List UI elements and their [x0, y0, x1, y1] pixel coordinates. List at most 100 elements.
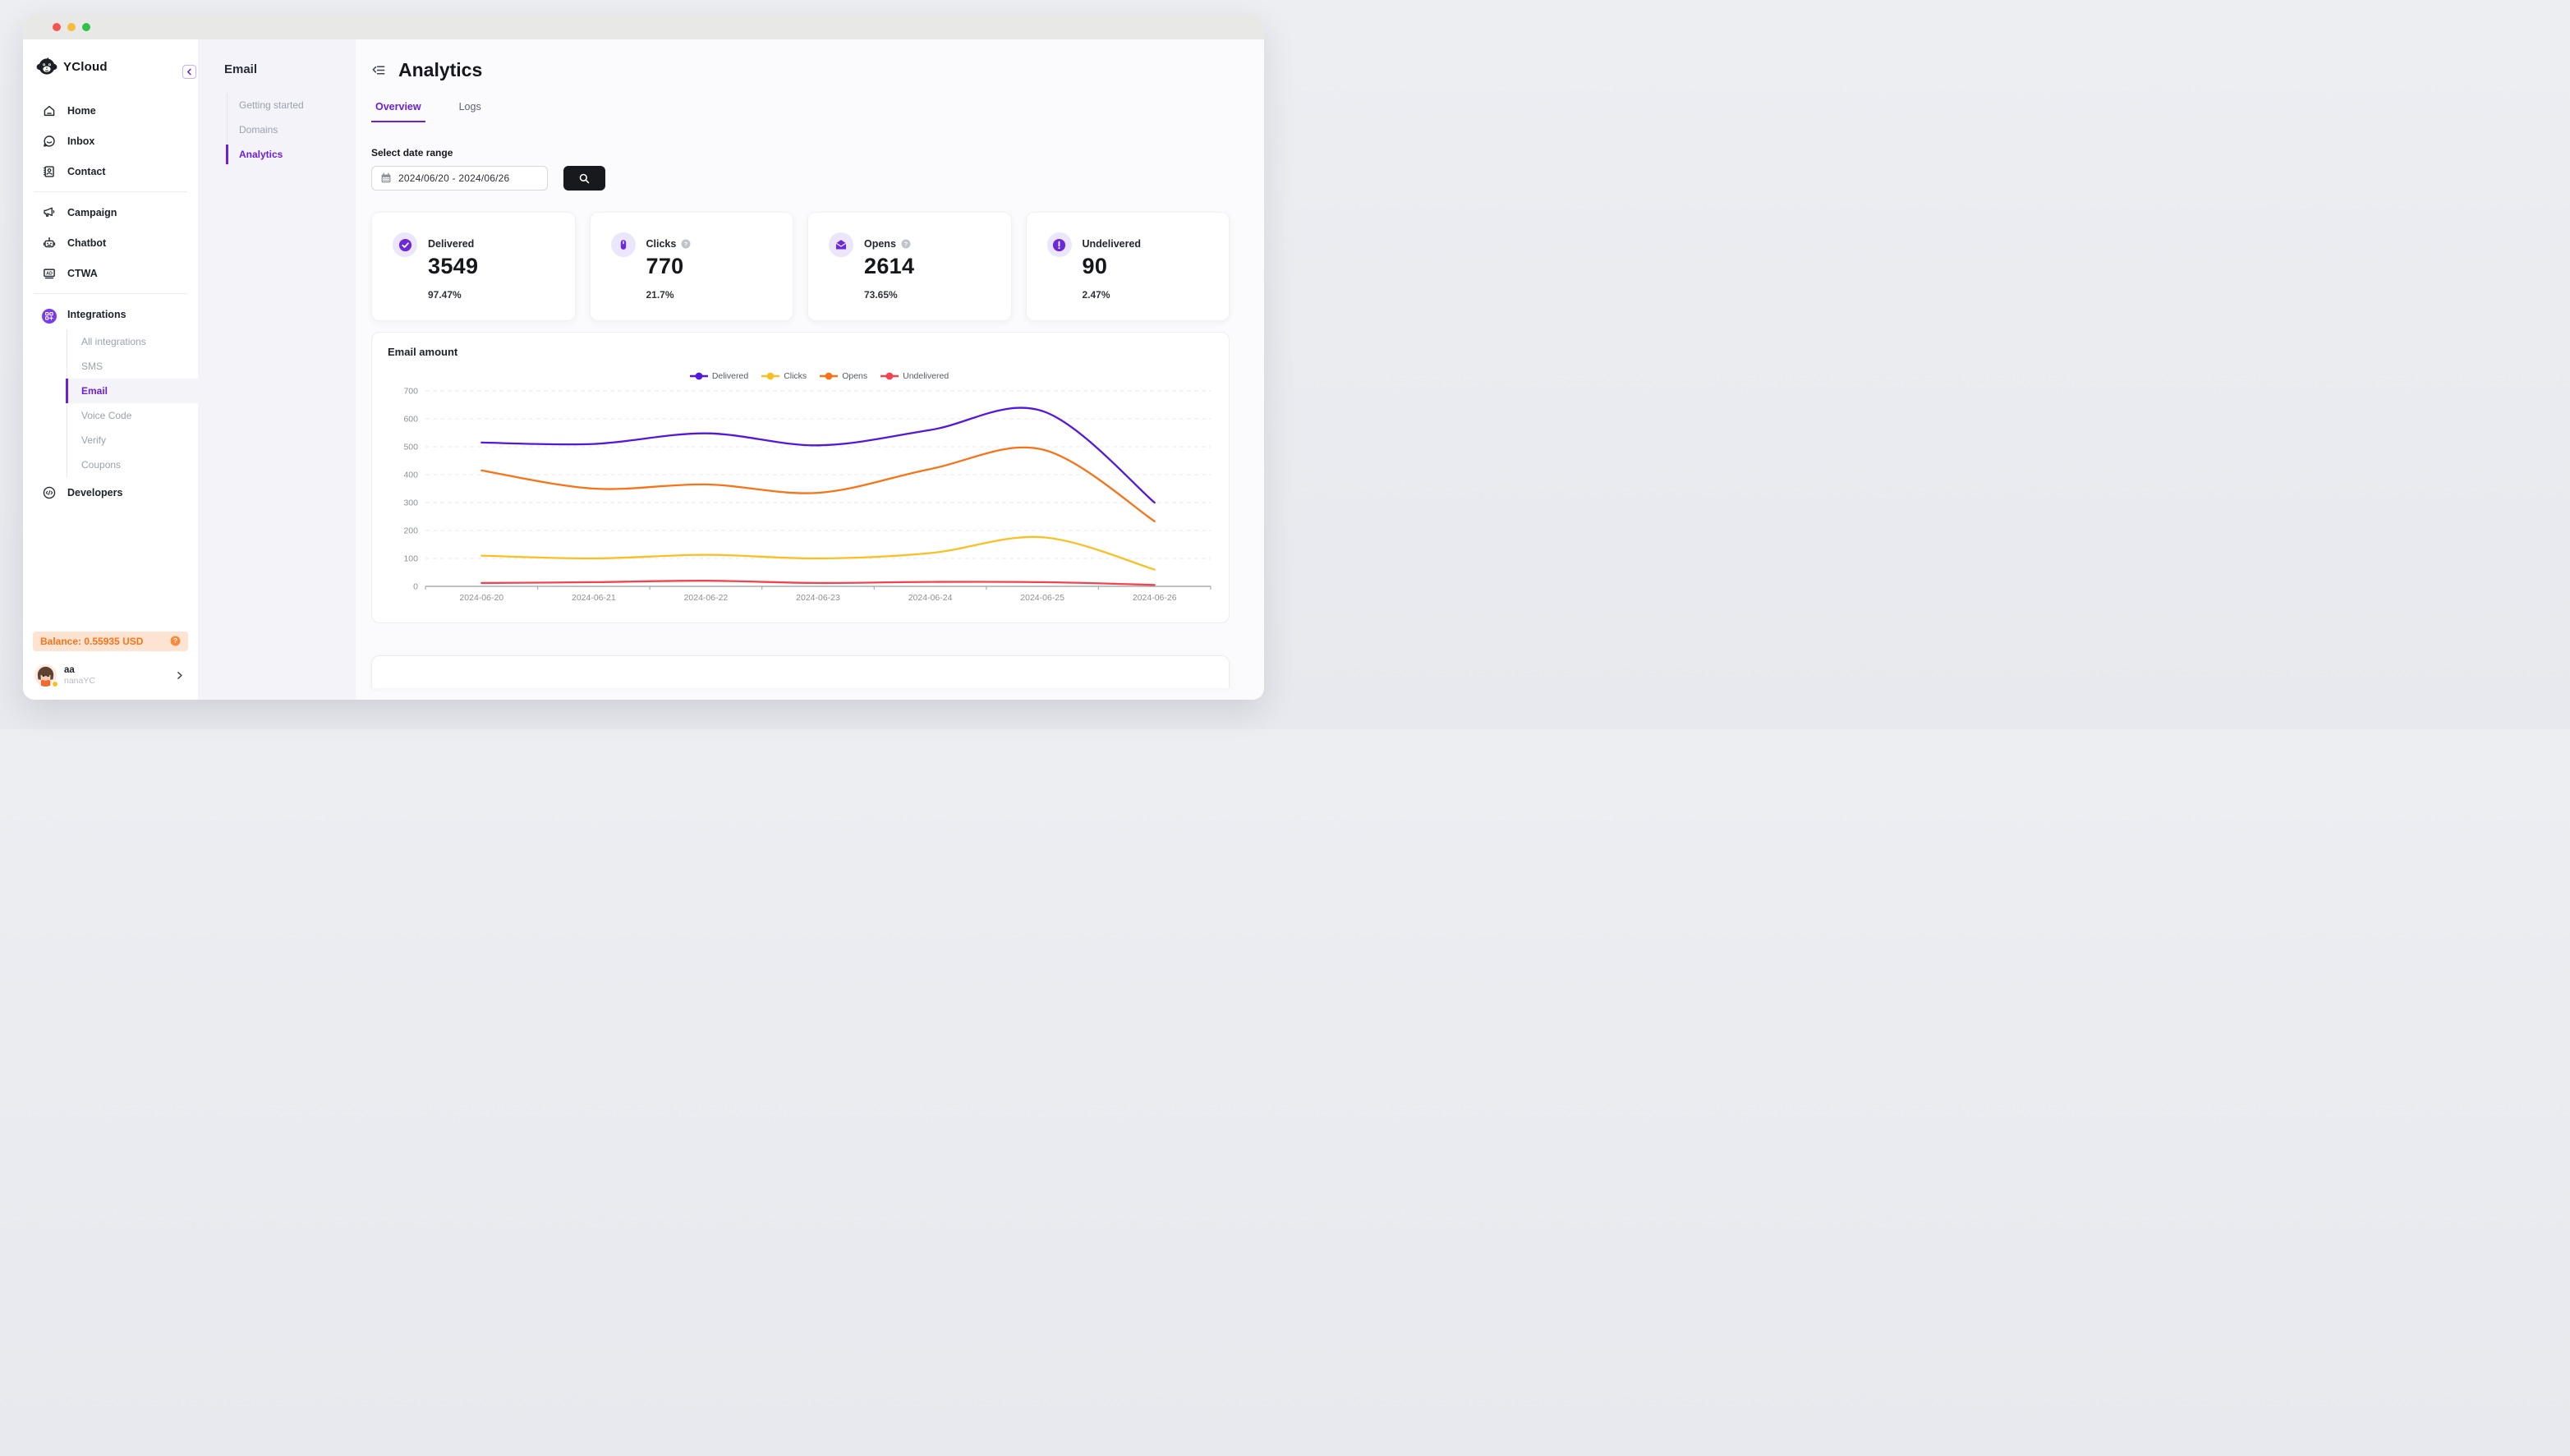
- ad-icon: AD: [42, 266, 57, 281]
- tab-overview[interactable]: Overview: [371, 101, 425, 122]
- contact-icon: [42, 164, 57, 179]
- sidebar-item-label: Chatbot: [67, 237, 107, 249]
- stat-percent: 73.65%: [864, 289, 898, 301]
- sidebar-item-developers[interactable]: Developers: [23, 477, 198, 508]
- legend-item-clicks[interactable]: Clicks: [761, 371, 807, 381]
- maximize-window-icon[interactable]: [82, 23, 90, 31]
- search-button[interactable]: [563, 166, 605, 191]
- stat-value: 770: [646, 254, 684, 278]
- code-icon: [42, 485, 57, 500]
- date-range-input[interactable]: 2024/06/20 - 2024/06/26: [371, 166, 548, 191]
- sidebar-nav: Home Inbox Contact Campaign Chatbot AD CTWA Int…: [23, 95, 198, 508]
- check-circle-icon: [393, 232, 417, 257]
- y-axis-tick-label: 300: [403, 498, 418, 508]
- sidebar-item-integrations[interactable]: Integrations: [23, 299, 198, 329]
- subnav-item-domains[interactable]: Domains: [239, 124, 278, 135]
- balance-help-icon[interactable]: ?: [170, 636, 181, 646]
- sidebar-subitem-voice-code[interactable]: Voice Code: [81, 410, 132, 421]
- minimize-window-icon[interactable]: [67, 23, 76, 31]
- series-line-clicks: [480, 535, 1156, 571]
- x-axis-tick-label: 2024-06-23: [796, 593, 840, 603]
- tab-bar: Overview Logs: [371, 101, 1230, 122]
- sidebar-item-label: Home: [67, 104, 96, 117]
- subnav-item-getting-started[interactable]: Getting started: [239, 99, 304, 111]
- page-header: Analytics: [371, 59, 1230, 81]
- stat-value: 90: [1082, 254, 1108, 278]
- legend-item-undelivered[interactable]: Undelivered: [880, 371, 949, 381]
- sidebar-item-label: Campaign: [67, 206, 117, 218]
- sidebar-footer: Balance: 0.55935 USD ?: [23, 631, 198, 700]
- sidebar-item-label: CTWA: [67, 267, 98, 279]
- series-line-delivered: [480, 406, 1156, 504]
- legend-item-delivered[interactable]: Delivered: [689, 371, 749, 381]
- help-icon[interactable]: ?: [681, 239, 691, 249]
- balance-badge[interactable]: Balance: 0.55935 USD ?: [33, 631, 188, 651]
- y-axis-tick-label: 200: [403, 526, 418, 536]
- user-menu[interactable]: aa nanaYC: [23, 659, 198, 700]
- tab-logs[interactable]: Logs: [458, 101, 481, 113]
- legend-marker-icon: [761, 372, 780, 380]
- subnav-item-analytics[interactable]: Analytics: [226, 142, 356, 167]
- sidebar-item-label: Developers: [67, 486, 123, 498]
- sidebar-item-label: Integrations: [67, 308, 126, 320]
- exclamation-circle-icon: [1046, 232, 1072, 257]
- legend-marker-icon: [880, 372, 899, 380]
- chart-legend: Delivered Clicks Opens Undelivered: [425, 371, 1213, 381]
- email-amount-chart-card: Email amount Delivered Clicks Opens Undeliv…: [371, 332, 1230, 623]
- app-body: YCloud Home Inbox Contact Campaign Chatbot AD…: [23, 39, 1264, 700]
- sidebar-item-home[interactable]: Home: [23, 95, 198, 126]
- sidebar-subitem-email[interactable]: Email: [66, 379, 198, 403]
- x-axis-tick-label: 2024-06-26: [1133, 593, 1177, 603]
- sidebar: YCloud Home Inbox Contact Campaign Chatbot AD…: [23, 39, 198, 700]
- sidebar-item-ctwa[interactable]: AD CTWA: [23, 258, 198, 288]
- date-filter-row: 2024/06/20 - 2024/06/26: [371, 166, 1230, 191]
- legend-label: Delivered: [711, 371, 749, 381]
- legend-label: Undelivered: [903, 371, 949, 381]
- legend-marker-icon: [820, 372, 839, 380]
- y-axis-tick-label: 0: [413, 582, 418, 592]
- help-icon[interactable]: ?: [901, 239, 911, 249]
- close-window-icon[interactable]: [53, 23, 61, 31]
- next-section-card: [371, 655, 1230, 688]
- date-range-value: 2024/06/20 - 2024/06/26: [398, 172, 510, 184]
- email-amount-line-chart[interactable]: 0 100 200 300 400 500 600 700 2024-06-20 2024-06-…: [388, 383, 1213, 609]
- subnav-list: Getting started Domains Analytics: [226, 93, 356, 167]
- search-icon: [579, 173, 590, 183]
- main-content: Analytics Overview Logs Select date range…: [356, 39, 1264, 700]
- svg-text:?: ?: [684, 240, 688, 247]
- mouse-icon: [610, 232, 636, 257]
- menu-fold-icon[interactable]: [371, 63, 386, 78]
- date-range-label: Select date range: [371, 147, 453, 158]
- legend-item-opens[interactable]: Opens: [820, 371, 867, 381]
- window-titlebar: [23, 15, 1264, 39]
- svg-text:AD: AD: [46, 271, 53, 276]
- robot-icon: [42, 236, 57, 250]
- sidebar-divider: [34, 191, 187, 192]
- integrations-icon: [42, 307, 57, 324]
- x-axis-tick-label: 2024-06-25: [1020, 593, 1064, 603]
- sidebar-subitem-verify[interactable]: Verify: [81, 434, 107, 446]
- stat-card-delivered: Delivered 3549 97.47%: [371, 212, 576, 321]
- sidebar-item-inbox[interactable]: Inbox: [23, 126, 198, 156]
- stat-card-opens: Opens? 2614 73.65%: [807, 212, 1012, 321]
- sidebar-item-campaign[interactable]: Campaign: [23, 197, 198, 227]
- sidebar-item-label: Inbox: [67, 135, 95, 147]
- user-name: aa: [64, 664, 75, 675]
- x-axis-tick-label: 2024-06-22: [684, 593, 729, 603]
- sidebar-subitem-sms[interactable]: SMS: [81, 361, 103, 372]
- sidebar-item-chatbot[interactable]: Chatbot: [23, 227, 198, 258]
- series-line-undelivered: [480, 580, 1156, 586]
- stat-value: 2614: [864, 254, 915, 278]
- svg-text:?: ?: [904, 240, 908, 247]
- sidebar-item-label: Contact: [67, 165, 106, 177]
- y-axis-tick-label: 500: [403, 443, 418, 452]
- sidebar-collapse-button[interactable]: [182, 65, 196, 79]
- stat-label: Opens: [864, 238, 896, 250]
- megaphone-icon: [42, 205, 57, 220]
- sidebar-item-contact[interactable]: Contact: [23, 156, 198, 186]
- y-axis-tick-label: 700: [403, 387, 418, 397]
- sidebar-subitem-all-integrations[interactable]: All integrations: [81, 336, 146, 347]
- app-window: YCloud Home Inbox Contact Campaign Chatbot AD…: [23, 15, 1264, 700]
- sidebar-subitem-coupons[interactable]: Coupons: [81, 459, 122, 471]
- x-axis-tick-label: 2024-06-24: [908, 593, 953, 603]
